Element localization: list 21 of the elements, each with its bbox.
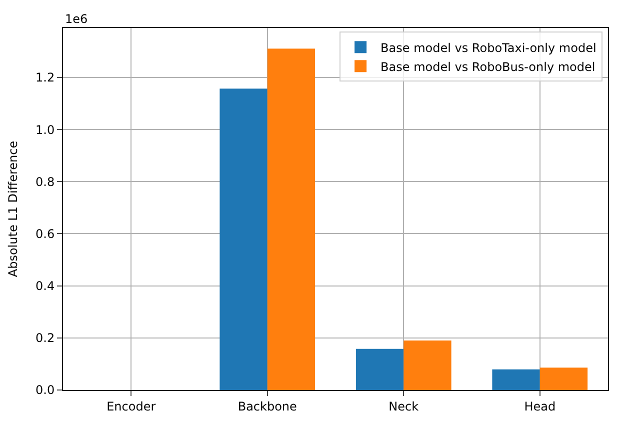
bar	[267, 48, 316, 390]
y-tick-label: 0.8	[36, 174, 55, 189]
x-tick-label: Encoder	[106, 399, 156, 414]
y-tick-label: 1.2	[36, 70, 55, 85]
bar	[356, 348, 404, 390]
bar	[492, 369, 540, 390]
bar	[220, 88, 268, 390]
x-tick-label: Head	[524, 399, 556, 414]
bar	[540, 368, 588, 390]
bar	[404, 340, 452, 390]
y-tick-label: 0.0	[36, 383, 55, 398]
y-axis-title: Absolute L1 Difference	[6, 140, 20, 278]
y-tick-label: 0.4	[36, 279, 55, 294]
x-tick-label: Backbone	[238, 399, 297, 414]
legend-label: Base model vs RoboBus-only model	[380, 60, 596, 74]
y-tick-label: 1.0	[36, 122, 55, 137]
y-tick-label: 0.2	[36, 331, 55, 346]
legend-label: Base model vs RoboTaxi-only model	[380, 40, 596, 55]
y-tick-label: 0.6	[36, 226, 55, 241]
text: 1e6	[65, 12, 88, 26]
x-tick-label: Neck	[388, 399, 419, 414]
